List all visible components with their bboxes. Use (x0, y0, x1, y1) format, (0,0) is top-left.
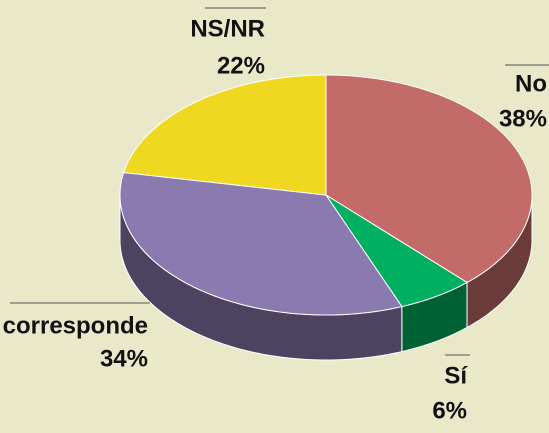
pie-slice (119, 171, 403, 316)
category-label: NS/NR (190, 15, 265, 42)
pie-sides (119, 194, 533, 361)
value-label: 22% (217, 52, 265, 79)
value-label: 6% (432, 397, 467, 424)
pie-tops (119, 74, 533, 316)
pie-slice (325, 194, 469, 308)
category-label: No corresponde (0, 312, 148, 339)
pie-slice (325, 74, 533, 284)
category-label: No (515, 70, 547, 97)
category-label: Sí (444, 362, 468, 389)
labels: No 38% Sí 6% No corresponde 34% NS/NR 22% (0, 7, 549, 424)
pie-slice (122, 74, 327, 196)
value-label: 34% (100, 345, 148, 372)
value-label: 38% (499, 105, 547, 132)
